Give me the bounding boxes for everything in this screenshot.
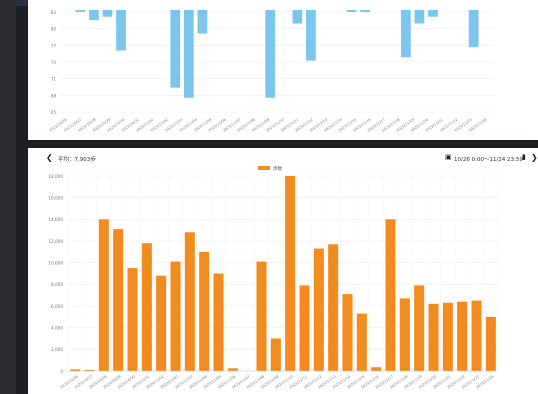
bar [213,273,224,371]
bar [170,261,181,371]
bar [428,10,438,17]
bar [292,10,303,24]
bar [342,294,353,371]
bar [328,244,339,371]
y-tick-label: 14,000 [48,217,63,222]
bar [399,298,410,371]
bar [442,302,453,371]
bar [385,219,396,371]
chevron-right-icon[interactable]: ❯ [531,153,538,162]
bar [156,275,167,371]
top-bar-chart: 838077747168652023/10/262023/10/272023/1… [49,10,494,133]
sidebar-strip [0,0,16,394]
battery-icon: ▮ [522,153,526,161]
bar [183,10,194,98]
y-tick-label: 4,000 [51,325,63,330]
y-tick-label: 80 [51,27,57,32]
average-steps-label: 平均：7,903歩 [58,157,96,163]
bar [70,369,81,371]
bar [428,303,439,371]
y-tick-label: 16,000 [48,195,63,200]
bar [265,10,276,98]
bar [199,251,210,371]
y-tick-label: 68 [51,93,57,98]
bar [113,229,124,371]
bar [116,10,126,51]
y-tick-label: 6,000 [51,304,63,309]
bottom-chart-panel: ❮ 平均：7,903歩 ▣ 10/26 0:00～11/24 23:59 ▮ ❯… [28,148,538,394]
calendar-icon[interactable]: ▣ [445,153,452,161]
bar [141,243,152,371]
bar [360,10,371,13]
y-tick-label: 74 [51,60,57,65]
bar [184,232,195,371]
bar [414,285,425,371]
bar [457,301,468,371]
bottom-bar-chart: 歩数 0 2,000 4,000 6,000 8,000 10,000 12,000 14,00… [48,165,499,390]
y-tick-label: 65 [51,110,57,115]
bar [98,219,109,371]
bar [468,10,479,48]
legend-label: 歩数 [273,165,282,172]
y-tick-label: 77 [51,43,57,48]
bar [197,10,208,34]
bar [485,316,496,371]
bar [313,248,324,371]
y-tick-label: 12,000 [48,239,63,244]
y-tick-label: 8,000 [51,282,63,287]
bar [227,368,238,371]
bar [371,367,382,371]
bar [127,268,138,371]
y-tick-label: 83 [51,10,57,15]
bar [84,369,95,371]
y-tick-label: 10,000 [48,260,63,265]
bar [346,10,357,13]
y-tick-label: 71 [51,77,57,82]
legend-swatch [258,166,270,170]
bar [306,10,316,61]
bar [400,10,411,58]
bar [170,10,181,88]
bar [102,10,113,17]
bar [299,285,310,371]
date-range-label[interactable]: 10/26 0:00～11/24 23:59 [454,157,523,163]
bar [285,176,296,371]
bar [471,300,482,371]
bar [270,338,281,371]
bar [414,10,425,24]
bar [356,313,367,371]
y-tick-label: 18,000 [48,174,63,179]
top-chart-panel: 83 80 77 74 71 68 65 2023/10/26 2023/10/27 2023/1… [28,0,538,140]
chevron-left-icon[interactable]: ❮ [46,153,53,162]
y-tick-label: 0 [60,369,63,374]
bar [256,261,267,371]
y-tick-label: 2,000 [51,347,63,352]
bar [75,10,86,13]
bar [89,10,99,21]
